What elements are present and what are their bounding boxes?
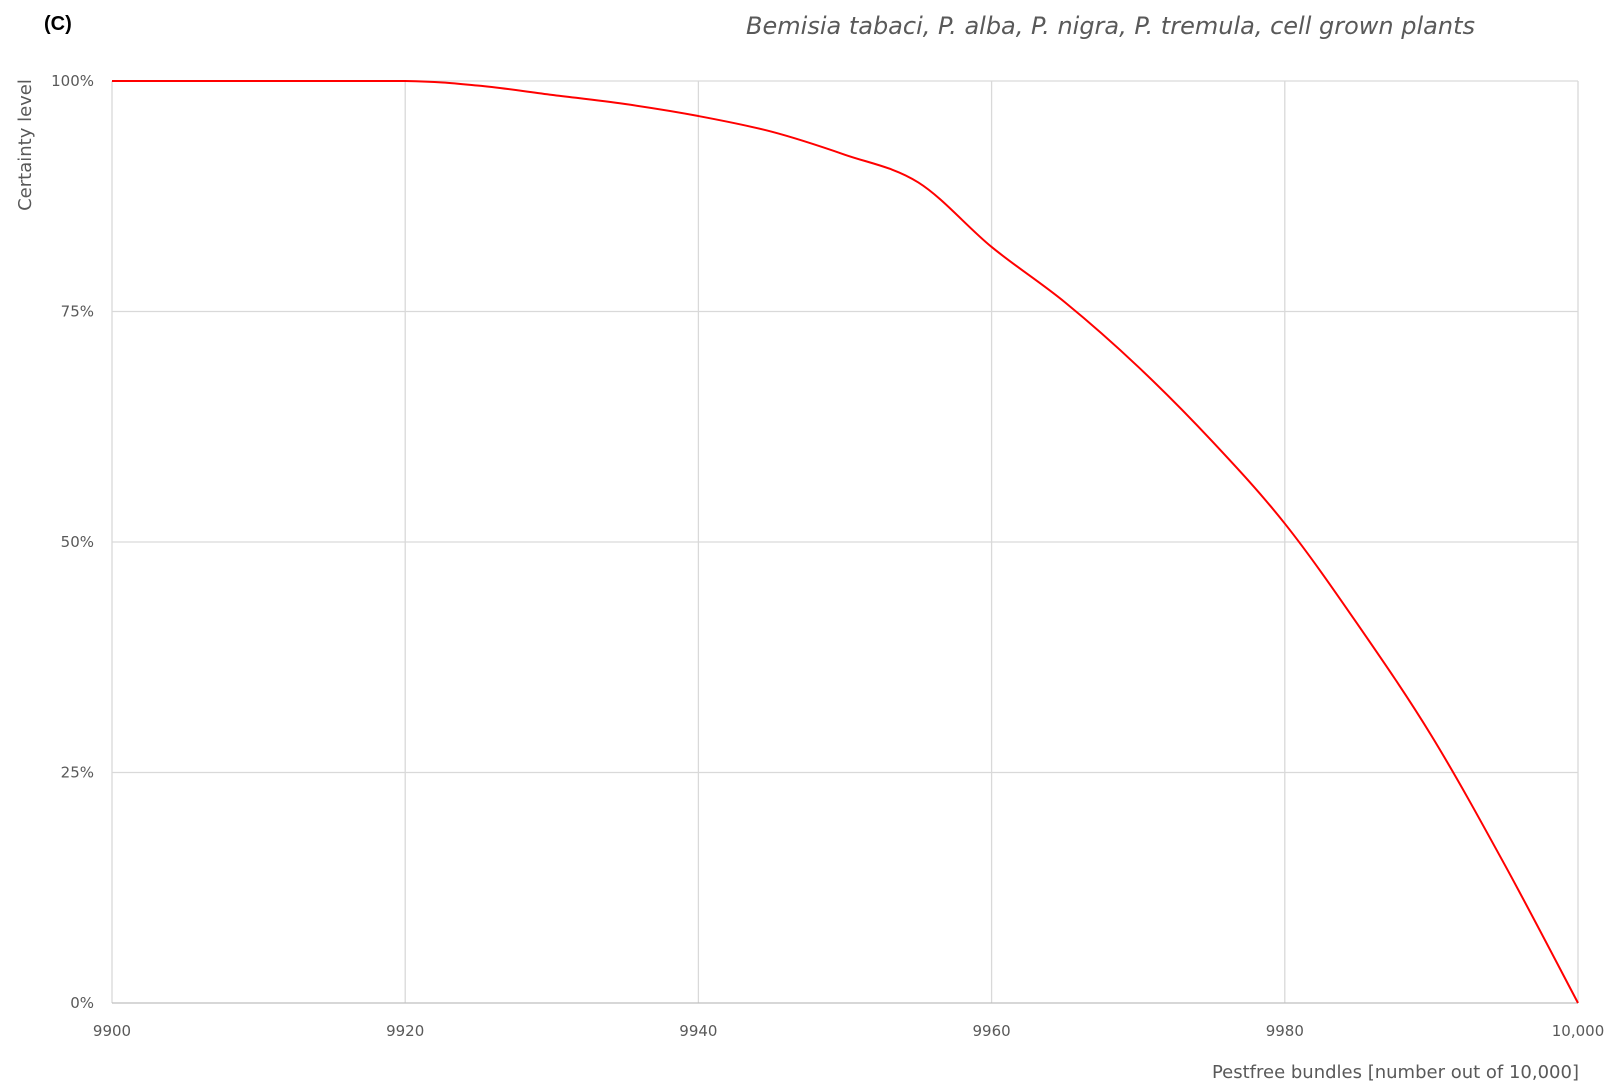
- x-tick-label: 9940: [679, 1022, 717, 1040]
- series-line: [112, 79, 1579, 1004]
- y-tick-label: 100%: [51, 72, 94, 90]
- y-tick-label: 75%: [61, 303, 94, 321]
- x-tick-label: 9900: [93, 1022, 131, 1040]
- series-layer: [112, 79, 1579, 1004]
- chart-title: Bemisia tabaci, P. alba, P. nigra, P. tr…: [746, 12, 1475, 40]
- x-tick-label: 9920: [386, 1022, 424, 1040]
- y-tick-label: 50%: [61, 533, 94, 551]
- y-tick-label: 0%: [70, 994, 94, 1012]
- y-tick-label: 25%: [61, 764, 94, 782]
- tick-labels: 0% 25% 50% 75% 100% 9900 9920 9940 9960 9980 10,00…: [51, 72, 1604, 1040]
- x-tick-label: 9980: [1266, 1022, 1304, 1040]
- x-tick-label: 9960: [973, 1022, 1011, 1040]
- grid: [111, 80, 1579, 1003]
- x-tick-label: 10,000: [1552, 1022, 1605, 1040]
- y-axis-label: Certainty level: [15, 79, 36, 211]
- x-axis-label: Pestfree bundles [number out of 10,000]: [1212, 1062, 1579, 1083]
- panel-label: (C): [44, 13, 72, 35]
